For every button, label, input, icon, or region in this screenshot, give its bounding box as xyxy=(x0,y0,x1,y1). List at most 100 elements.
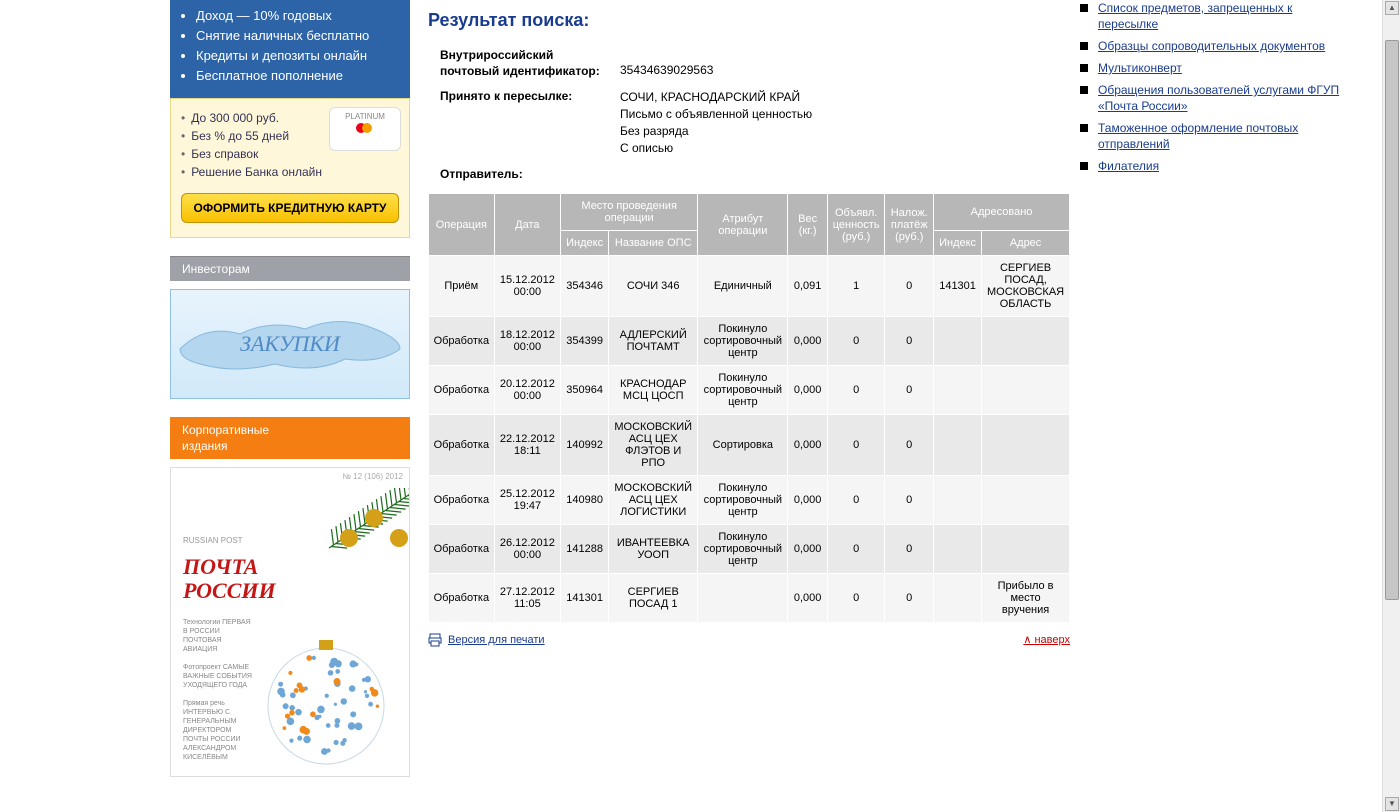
cell-ops: ИВАНТЕЕВКА УООП xyxy=(609,525,698,574)
investors-header[interactable]: Инвесторам xyxy=(170,256,410,281)
right-nav-item[interactable]: Таможенное оформление почтовых отправлен… xyxy=(1080,120,1346,152)
cell-aidx xyxy=(934,317,982,366)
right-nav-item[interactable]: Список предметов, запрещенных к пересылк… xyxy=(1080,0,1346,32)
cell-attr: Покинуло сортировочный центр xyxy=(698,525,788,574)
square-bullet-icon xyxy=(1080,64,1088,72)
cell-attr: Покинуло сортировочный центр xyxy=(698,317,788,366)
cell-idx: 350964 xyxy=(561,366,609,415)
credit-card-icon: PLATINUM xyxy=(329,107,401,151)
corporate-editions-header[interactable]: Корпоративные издания xyxy=(170,417,410,459)
pine-branch-icon xyxy=(269,488,410,588)
cell-attr: Единичный xyxy=(698,256,788,317)
magazine-issue: № 12 (106) 2012 xyxy=(171,468,409,485)
zakupki-label: ЗАКУПКИ xyxy=(240,331,340,357)
cell-aidx xyxy=(934,476,982,525)
cell-date: 15.12.2012 00:00 xyxy=(494,256,560,317)
cell-idx: 140980 xyxy=(561,476,609,525)
cell-op: Обработка xyxy=(429,415,495,476)
cell-aidx xyxy=(934,366,982,415)
magazine-title-2: РОССИИ xyxy=(183,578,276,604)
to-top-link[interactable]: наверх xyxy=(1023,633,1070,646)
cell-ops: СОЧИ 346 xyxy=(609,256,698,317)
cell-aidx: 141301 xyxy=(934,256,982,317)
square-bullet-icon xyxy=(1080,42,1088,50)
cell-ops: АДЛЕРСКИЙ ПОЧТАМТ xyxy=(609,317,698,366)
square-bullet-icon xyxy=(1080,162,1088,170)
right-nav-link[interactable]: Список предметов, запрещенных к пересылк… xyxy=(1098,0,1346,32)
cell-decl: 0 xyxy=(827,525,885,574)
cell-w: 0,000 xyxy=(788,366,827,415)
cell-cod: 0 xyxy=(885,256,934,317)
cell-op: Обработка xyxy=(429,476,495,525)
cell-cod: 0 xyxy=(885,415,934,476)
cell-ops: КРАСНОДАР МСЦ ЦОСП xyxy=(609,366,698,415)
cell-addr xyxy=(982,317,1070,366)
right-nav-item[interactable]: Обращения пользователей услугами ФГУП «П… xyxy=(1080,82,1346,114)
cell-op: Приём xyxy=(429,256,495,317)
cell-aidx xyxy=(934,415,982,476)
cell-op: Обработка xyxy=(429,574,495,623)
cell-cod: 0 xyxy=(885,525,934,574)
cell-w: 0,000 xyxy=(788,476,827,525)
right-nav-item[interactable]: Филателия xyxy=(1080,158,1346,174)
banner-blue[interactable]: Доход — 10% годовыхСнятие наличных беспл… xyxy=(170,0,410,98)
cell-date: 18.12.2012 00:00 xyxy=(494,317,560,366)
print-link[interactable]: Версия для печати xyxy=(428,633,545,647)
apply-card-button[interactable]: ОФОРМИТЬ КРЕДИТНУЮ КАРТУ xyxy=(181,193,399,223)
table-row: Обработка25.12.2012 19:47140980МОСКОВСКИ… xyxy=(429,476,1070,525)
cell-idx: 141288 xyxy=(561,525,609,574)
magazine-brand: RUSSIAN POST xyxy=(183,536,243,545)
table-row: Обработка18.12.2012 00:00354399АДЛЕРСКИЙ… xyxy=(429,317,1070,366)
square-bullet-icon xyxy=(1080,4,1088,12)
main-content: Результат поиска: Внутрироссийский почто… xyxy=(410,0,1080,812)
cell-decl: 0 xyxy=(827,366,885,415)
cell-op: Обработка xyxy=(429,317,495,366)
scroll-down-icon[interactable]: ▼ xyxy=(1385,797,1399,811)
square-bullet-icon xyxy=(1080,86,1088,94)
cell-date: 27.12.2012 11:05 xyxy=(494,574,560,623)
print-icon xyxy=(428,633,442,647)
banner-point: Бесплатное пополнение xyxy=(196,66,398,86)
cell-op: Обработка xyxy=(429,525,495,574)
search-result-heading: Результат поиска: xyxy=(428,10,1070,31)
cell-attr: Покинуло сортировочный центр xyxy=(698,366,788,415)
accepted-details: СОЧИ, КРАСНОДАРСКИЙ КРАЙПисьмо с объявле… xyxy=(620,89,812,157)
right-nav-link[interactable]: Таможенное оформление почтовых отправлен… xyxy=(1098,120,1346,152)
table-row: Обработка20.12.2012 00:00350964КРАСНОДАР… xyxy=(429,366,1070,415)
scroll-thumb[interactable] xyxy=(1385,40,1399,600)
cell-aidx xyxy=(934,574,982,623)
cell-cod: 0 xyxy=(885,317,934,366)
cell-ops: МОСКОВСКИЙ АСЦ ЦЕХ ФЛЭТОВ И РПО xyxy=(609,415,698,476)
tinkoff-line: Решение Банка онлайн xyxy=(181,163,399,181)
cell-addr: СЕРГИЕВ ПОСАД, МОСКОВСКАЯ ОБЛАСТЬ xyxy=(982,256,1070,317)
cell-date: 26.12.2012 00:00 xyxy=(494,525,560,574)
cell-w: 0,091 xyxy=(788,256,827,317)
cell-decl: 0 xyxy=(827,476,885,525)
cell-idx: 354346 xyxy=(561,256,609,317)
page: Доход — 10% годовыхСнятие наличных беспл… xyxy=(0,0,1360,812)
vertical-scrollbar[interactable]: ▲ ▼ xyxy=(1382,0,1400,812)
purchases-banner[interactable]: ЗАКУПКИ xyxy=(170,289,410,399)
cell-idx: 140992 xyxy=(561,415,609,476)
cell-ops: МОСКОВСКИЙ АСЦ ЦЕХ ЛОГИСТИКИ xyxy=(609,476,698,525)
right-nav-item[interactable]: Образцы сопроводительных документов xyxy=(1080,38,1346,54)
right-nav-link[interactable]: Филателия xyxy=(1098,158,1159,174)
sender-label: Отправитель: xyxy=(440,167,620,181)
right-nav-item[interactable]: Мультиконверт xyxy=(1080,60,1346,76)
square-bullet-icon xyxy=(1080,124,1088,132)
cell-decl: 0 xyxy=(827,574,885,623)
cell-cod: 0 xyxy=(885,574,934,623)
banner-point: Доход — 10% годовых xyxy=(196,6,398,26)
cell-attr xyxy=(698,574,788,623)
cell-date: 20.12.2012 00:00 xyxy=(494,366,560,415)
magazine-banner[interactable]: № 12 (106) 2012 RUSSIAN POST ПОЧТА РОССИ… xyxy=(170,467,410,777)
cell-w: 0,000 xyxy=(788,574,827,623)
right-nav-link[interactable]: Образцы сопроводительных документов xyxy=(1098,38,1325,54)
table-row: Обработка27.12.2012 11:05141301СЕРГИЕВ П… xyxy=(429,574,1070,623)
right-nav-link[interactable]: Обращения пользователей услугами ФГУП «П… xyxy=(1098,82,1346,114)
cell-addr: Прибыло в место вручения xyxy=(982,574,1070,623)
right-nav-link[interactable]: Мультиконверт xyxy=(1098,60,1182,76)
scroll-up-icon[interactable]: ▲ xyxy=(1385,1,1399,15)
cell-addr xyxy=(982,415,1070,476)
banner-tinkoff[interactable]: PLATINUM До 300 000 руб.Без % до 55 дней… xyxy=(170,98,410,238)
